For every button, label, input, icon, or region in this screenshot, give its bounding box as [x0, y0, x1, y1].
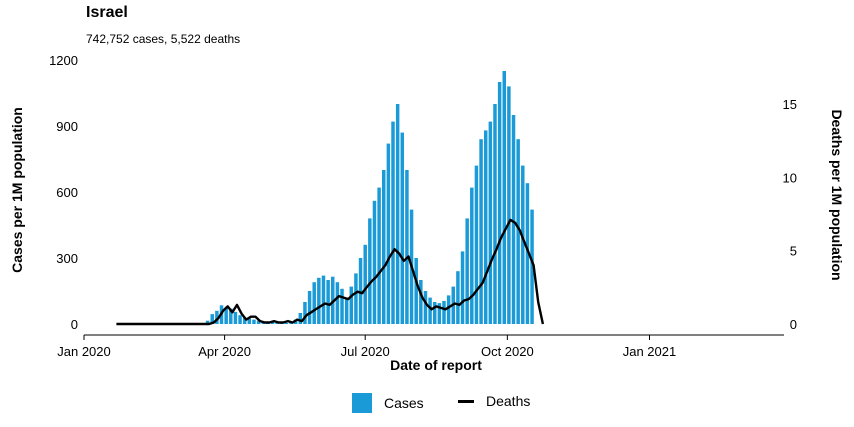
cases-bar	[349, 286, 354, 324]
cases-bar	[507, 86, 511, 325]
legend-item-deaths: Deaths	[458, 393, 530, 409]
x-tick-label: Jan 2020	[57, 344, 111, 359]
cases-bar	[368, 218, 372, 324]
cases-bar	[395, 104, 400, 324]
cases-swatch	[352, 393, 372, 413]
cases-bar	[382, 170, 386, 324]
cases-bar	[256, 320, 261, 324]
y-tick-label: 900	[56, 119, 78, 134]
cases-bar	[372, 200, 377, 324]
chart-title: Israel	[86, 4, 128, 21]
cases-bar	[432, 302, 437, 324]
x-tick-label: Apr 2020	[198, 344, 251, 359]
cases-bar	[460, 251, 465, 324]
cases-bar	[340, 288, 344, 324]
legend-label-deaths: Deaths	[486, 393, 531, 409]
cases-bar	[224, 307, 228, 324]
cases-bar	[428, 297, 432, 324]
y-tick-label: 600	[56, 185, 78, 200]
cases-bar	[303, 302, 307, 324]
x-axis-ticks: Jan 2020 Apr 2020 Jul 2020 Oct 2020 Jan 2021	[57, 335, 676, 359]
cases-bar	[405, 170, 409, 324]
y-tick-label: 1200	[49, 53, 78, 68]
cases-bar	[307, 291, 312, 324]
cases-bar	[298, 313, 303, 324]
cases-bar	[511, 115, 516, 324]
cases-bar	[275, 322, 279, 324]
cases-bar	[215, 310, 219, 324]
cases-bar	[479, 139, 483, 324]
cases-bar	[210, 314, 214, 324]
cases-bar	[229, 308, 233, 324]
deaths-line	[116, 218, 545, 326]
cases-bar	[442, 300, 446, 324]
cases-bar	[335, 282, 340, 324]
y2-axis-label: Deaths per 1M population	[829, 109, 845, 280]
cases-bar	[247, 318, 252, 324]
cases-bar	[242, 317, 247, 324]
y-axis-ticks: 0 300 600 900 1200	[49, 53, 78, 332]
cases-bar	[284, 322, 289, 324]
y2-tick-label: 10	[783, 170, 797, 185]
cases-bar	[233, 311, 238, 324]
y2-axis-ticks: 0 5 10 15	[783, 97, 797, 332]
cases-bar	[238, 315, 242, 324]
x-tick-label: Oct 2020	[481, 344, 534, 359]
cases-bar	[317, 277, 321, 324]
cases-bar	[525, 183, 530, 324]
cases-bar	[456, 271, 460, 324]
chart-subtitle: 742,752 cases, 5,522 deaths	[86, 32, 241, 46]
cases-bar	[419, 280, 423, 324]
cases-bar	[465, 218, 469, 324]
cases-bar	[516, 139, 520, 324]
cases-bar	[437, 303, 442, 324]
cases-bar	[521, 165, 525, 324]
y-axis-label: Cases per 1M population	[9, 107, 25, 273]
cases-bar	[326, 280, 330, 324]
cases-bar	[488, 121, 493, 324]
cases-bar	[414, 258, 418, 324]
cases-bar	[530, 209, 534, 324]
cases-bar	[446, 295, 451, 324]
cases-bar	[423, 291, 428, 324]
cases-bar	[252, 319, 256, 324]
cases-bar	[344, 297, 349, 324]
cases-bar	[502, 71, 506, 324]
cases-bar	[377, 187, 381, 324]
legend: Cases Deaths	[0, 393, 854, 415]
cases-bar	[354, 273, 358, 324]
cases-bar	[470, 187, 474, 324]
cases-bar	[400, 132, 405, 324]
cases-bar	[270, 322, 275, 324]
cases-bar	[321, 275, 326, 324]
cases-bar	[493, 104, 497, 324]
cases-bar	[386, 143, 391, 324]
y2-tick-label: 0	[790, 317, 797, 332]
legend-item-cases: Cases	[352, 393, 424, 413]
legend-label-cases: Cases	[384, 395, 424, 411]
cases-bar	[363, 244, 367, 324]
cases-bar	[312, 282, 316, 324]
cases-bar	[474, 165, 479, 324]
x-tick-label: Jul 2020	[341, 344, 390, 359]
y-tick-label: 300	[56, 251, 78, 266]
cases-bar	[483, 130, 488, 324]
cases-bar	[497, 82, 502, 324]
y-tick-label: 0	[71, 317, 78, 332]
cases-bar	[205, 320, 210, 324]
x-axis-label: Date of report	[390, 357, 482, 373]
cases-bar	[391, 121, 395, 324]
deaths-swatch	[458, 399, 474, 403]
y2-tick-label: 5	[790, 244, 797, 259]
y2-tick-label: 15	[783, 97, 797, 112]
cases-bars	[205, 71, 534, 325]
x-tick-label: Jan 2021	[623, 344, 677, 359]
cases-bar	[358, 258, 363, 324]
